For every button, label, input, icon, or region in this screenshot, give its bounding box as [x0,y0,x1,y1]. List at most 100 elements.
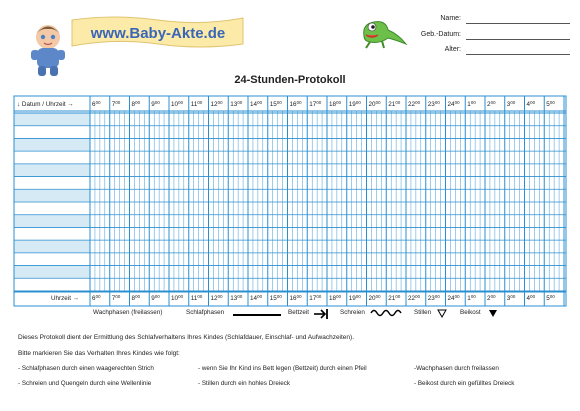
header-hour-label: 24⁰⁰ [448,101,461,108]
bullet-bed: - wenn Sie Ihr Kind ins Bett legen (Bett… [198,365,367,372]
header-hour-label: 14⁰⁰ [250,101,263,108]
header-hour-label: 20⁰⁰ [369,101,382,108]
table-row[interactable] [14,163,90,177]
footer-hour-label: 12⁰⁰ [211,295,224,302]
footer-hour-label: 17⁰⁰ [309,295,322,302]
legend-still: Stillen [414,309,432,316]
bullet-cry: - Schreien und Quengeln durch eine Welle… [18,380,152,387]
table-row[interactable] [14,278,90,291]
header-hour-label: 19⁰⁰ [349,101,362,108]
legend-cry: Schreien [340,309,365,316]
legend-sleep: Schlafphasen [186,309,225,316]
footer-hour-label: 14⁰⁰ [250,295,263,302]
footer-hour-label: 11⁰⁰ [191,295,203,302]
table-row[interactable] [14,126,90,139]
header-hour-label: 17⁰⁰ [309,101,322,108]
name-field[interactable] [466,23,570,24]
footer-hour-label: 5⁰⁰ [546,295,555,302]
website-url: www.Baby-Akte.de [90,25,225,42]
header-hour-label: 7⁰⁰ [112,101,121,108]
birth-date-label: Geb.-Datum: [420,31,461,38]
footer-hour-label: 7⁰⁰ [112,295,121,302]
footer-hour-label: 4⁰⁰ [527,295,536,302]
footer-hour-label: 16⁰⁰ [290,295,303,302]
footer-hour-label: 22⁰⁰ [408,295,421,302]
footer-label: Uhrzeit → [51,295,79,302]
date-cell[interactable] [14,177,90,190]
bed-arrow-icon [314,309,328,319]
footer-hour-label: 19⁰⁰ [349,295,362,302]
footer-hour-label: 1⁰⁰ [467,295,476,302]
bullet-food: - Beikost durch ein gefülltes Dreieck [414,380,515,387]
filled-triangle-icon [489,310,497,317]
header-hour-label: 12⁰⁰ [211,101,224,108]
legend-food: Beikost [460,309,481,316]
header-hour-label: 1⁰⁰ [467,101,476,108]
table-row[interactable] [14,189,90,202]
footer-hour-label: 9⁰⁰ [151,295,160,302]
page-title: 24-Stunden-Protokoll [234,74,346,86]
footer-hour-label: 20⁰⁰ [369,295,382,302]
footer-hour-label: 21⁰⁰ [388,295,401,302]
gecko-mascot-icon [363,21,408,49]
date-cell[interactable] [14,253,90,266]
header-hour-label: 21⁰⁰ [388,101,401,108]
protocol-grid: ↓ Datum / Uhrzeit → Uhrzeit → 6⁰⁰ 7⁰⁰ 8⁰⁰ 9… [13,95,567,307]
header-hour-labels: 6⁰⁰ 7⁰⁰ 8⁰⁰ 9⁰⁰ 10⁰⁰ 11⁰⁰ 12⁰⁰ 13⁰⁰ 14⁰⁰ 15⁰⁰ 16⁰⁰… [92,101,555,108]
footer-hour-label: 8⁰⁰ [132,295,141,302]
name-label: Name: [440,15,461,22]
table-row[interactable] [14,214,90,228]
table-row[interactable] [14,138,90,152]
age-field[interactable] [466,54,570,55]
date-cell[interactable] [14,278,90,291]
footer-hour-label: 15⁰⁰ [270,295,283,302]
header-hour-label: 8⁰⁰ [132,101,141,108]
header-hour-label: 2⁰⁰ [487,101,496,108]
table-row[interactable] [14,113,90,126]
date-cell[interactable] [14,126,90,139]
birth-date-field[interactable] [466,39,570,40]
header-hour-label: 3⁰⁰ [507,101,516,108]
header-hour-label: 11⁰⁰ [191,101,203,108]
footer-hour-label: 13⁰⁰ [230,295,243,302]
hollow-triangle-icon [437,309,447,318]
table-row[interactable] [14,265,90,279]
header-hour-label: 5⁰⁰ [546,101,555,108]
bullet-sleep: - Schlafphasen durch einen waagerechten … [18,365,154,372]
footer-hour-label: 3⁰⁰ [507,295,516,302]
header-hour-label: 22⁰⁰ [408,101,421,108]
legend-bed: Bettzeit [288,309,309,316]
header-hour-label: 23⁰⁰ [428,101,441,108]
footer-hour-label: 24⁰⁰ [448,295,461,302]
header-hour-label: 18⁰⁰ [329,101,342,108]
date-cell[interactable] [14,151,90,164]
table-row[interactable] [14,177,90,190]
table-row[interactable] [14,202,90,215]
footer-hour-label: 18⁰⁰ [329,295,342,302]
header-hour-label: 13⁰⁰ [230,101,243,108]
table-row[interactable] [14,227,90,240]
table-row[interactable] [14,240,90,253]
age-label: Alter: [444,46,461,53]
date-cell[interactable] [14,202,90,215]
table-row[interactable] [14,151,90,164]
header-hour-label: 15⁰⁰ [270,101,283,108]
bullet-still: - Stillen durch ein hohles Dreieck [198,380,291,387]
note-instruction: Bitte markieren Sie das Verhalten Ihres … [18,350,180,357]
header-hour-label: 16⁰⁰ [290,101,303,108]
footer-hour-label: 6⁰⁰ [92,295,101,302]
table-row[interactable] [14,253,90,266]
footer-hour-labels: 6⁰⁰ 7⁰⁰ 8⁰⁰ 9⁰⁰ 10⁰⁰ 11⁰⁰ 12⁰⁰ 13⁰⁰ 14⁰⁰ 15⁰⁰ 16⁰⁰… [92,295,555,302]
footer-hour-label: 2⁰⁰ [487,295,496,302]
date-cell[interactable] [14,227,90,240]
header-hour-label: 9⁰⁰ [151,101,160,108]
header-hour-label: 10⁰⁰ [171,101,184,108]
website-banner: www.Baby-Akte.de [71,16,244,48]
header-hour-label: 6⁰⁰ [92,101,101,108]
wave-line-icon [370,309,402,317]
bullet-wake: -Wachphasen durch freilassen [414,365,499,372]
grid-rows [14,113,90,291]
header-label: ↓ Datum / Uhrzeit → [17,101,74,108]
grid-lines [13,95,567,307]
legend-wake: Wachphasen (freilassen) [93,309,163,316]
